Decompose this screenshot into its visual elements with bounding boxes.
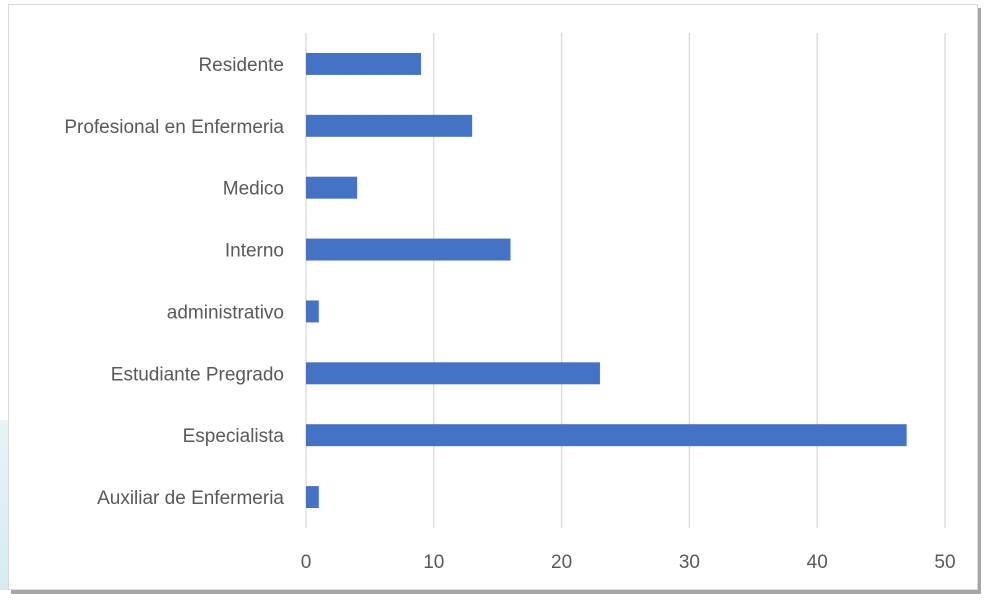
category-label: Estudiante Pregrado xyxy=(111,364,284,385)
bar xyxy=(306,176,358,199)
bar xyxy=(306,362,600,385)
x-tick-label: 0 xyxy=(301,552,312,573)
x-tick-label: 20 xyxy=(551,552,572,573)
category-labels: Residente Profesional en Enfermeria Medico… xyxy=(64,55,284,509)
gridlines xyxy=(305,33,946,528)
category-label: administrativo xyxy=(167,302,284,323)
bar xyxy=(306,424,907,447)
category-label: Auxiliar de Enfermeria xyxy=(97,488,284,509)
bar xyxy=(306,52,422,75)
bars xyxy=(306,52,907,509)
category-label: Especialista xyxy=(183,426,285,447)
x-tick-label: 10 xyxy=(423,552,444,573)
bar xyxy=(306,486,319,509)
category-label: Residente xyxy=(198,55,284,76)
bar xyxy=(306,300,319,323)
chart-frame xyxy=(8,4,978,590)
bar xyxy=(306,238,511,261)
category-label: Medico xyxy=(223,179,284,200)
x-tick-label: 40 xyxy=(807,552,828,573)
x-tick-label: 30 xyxy=(679,552,700,573)
x-axis-tick-labels: 0 10 20 30 40 50 xyxy=(301,552,956,573)
category-label: Profesional en Enfermeria xyxy=(64,117,284,138)
category-label: Interno xyxy=(225,241,284,262)
x-tick-label: 50 xyxy=(934,552,955,573)
bar xyxy=(306,114,473,137)
